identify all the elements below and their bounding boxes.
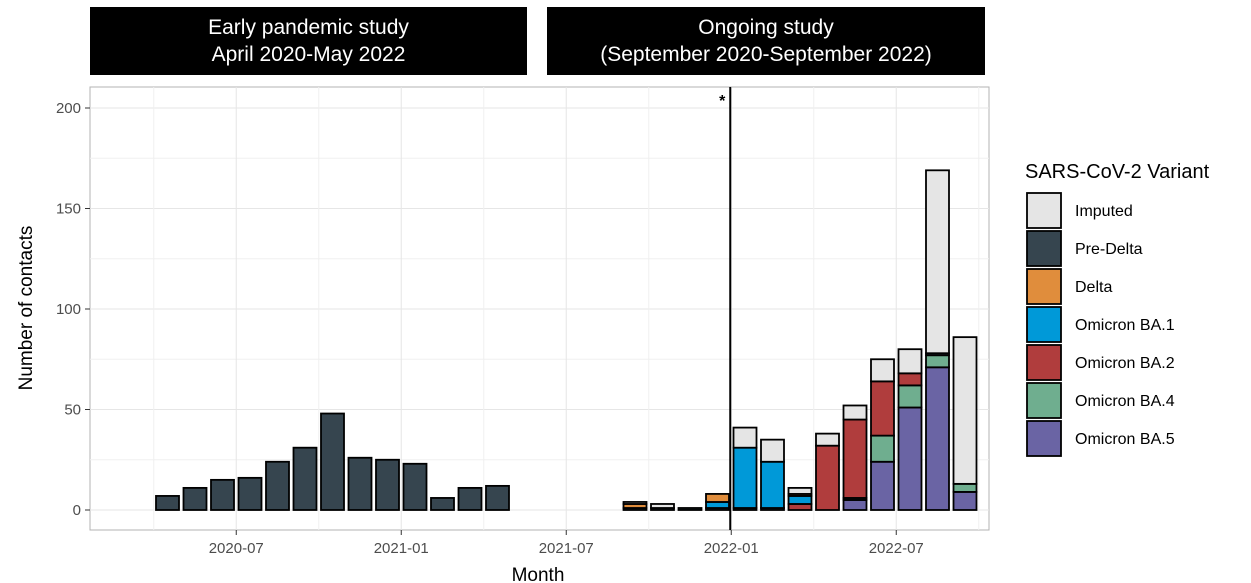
- bar-segment-omicron-ba-4: [897, 384, 923, 409]
- bar-segment-pre-delta: [677, 507, 703, 511]
- x-tick-label: 2021-07: [539, 540, 594, 557]
- bar-segment-imputed: [925, 169, 950, 355]
- bar-segment-omicron-ba-2: [842, 418, 868, 499]
- legend-key: [1026, 192, 1062, 229]
- bar-segment-omicron-ba-2: [897, 372, 923, 387]
- legend-title: SARS-CoV-2 Variant: [1025, 161, 1210, 183]
- x-tick-label: 2021-01: [374, 540, 429, 557]
- bar-segment-imputed: [815, 432, 840, 447]
- bar-segment-imputed: [650, 503, 675, 509]
- bar-segment-imputed: [732, 426, 758, 449]
- bar-segment-omicron-ba-2: [815, 444, 840, 511]
- reference-marker: *: [719, 93, 726, 110]
- panel-title-line1: Ongoing study: [698, 16, 834, 39]
- bar-segment-omicron-ba-2: [870, 380, 895, 437]
- bar-segment-pre-delta: [402, 462, 428, 511]
- legend-key: [1026, 268, 1062, 305]
- panel-title-line2: April 2020-May 2022: [211, 43, 406, 66]
- bar-segment-imputed: [787, 486, 813, 495]
- y-tick-label: 200: [56, 100, 81, 117]
- y-tick-label: 100: [56, 301, 81, 318]
- bar-segment-omicron-ba-1: [760, 460, 785, 509]
- legend-label: Delta: [1075, 279, 1112, 296]
- bar-segment-pre-delta: [375, 458, 400, 511]
- bar-segment-pre-delta: [347, 456, 373, 511]
- bar-segment-imputed: [952, 336, 978, 485]
- bar-segment-omicron-ba-5: [842, 499, 868, 511]
- legend-label: Omicron BA.5: [1075, 431, 1175, 448]
- panel-banner-ongoing-study: Ongoing study (September 2020-September …: [547, 7, 985, 75]
- y-axis-ticks: 0 50 100 150 200: [56, 100, 90, 519]
- panel-title-line2: (September 2020-September 2022): [600, 43, 932, 66]
- x-tick-label: 2022-01: [704, 540, 759, 557]
- bar-segment-omicron-ba-1: [787, 495, 813, 505]
- bar-segment-delta: [705, 493, 730, 503]
- panel-title-line1: Early pandemic study: [208, 16, 409, 39]
- x-axis-title: Month: [512, 565, 565, 583]
- legend-key: [1026, 230, 1062, 267]
- bar-segment-omicron-ba-5: [897, 406, 923, 511]
- y-tick-label: 0: [73, 502, 81, 519]
- bar-segment-pre-delta: [265, 460, 290, 511]
- legend-key: [1026, 344, 1062, 381]
- y-tick-label: 150: [56, 201, 81, 218]
- legend: SARS-CoV-2 Variant Imputed Pre-Delta Delta…: [1025, 161, 1210, 457]
- x-tick-label: 2020-07: [209, 540, 264, 557]
- bar-segment-pre-delta: [457, 486, 483, 511]
- bar-segment-omicron-ba-5: [925, 366, 950, 511]
- bar-segment-omicron-ba-1: [732, 446, 758, 509]
- bar-segment-pre-delta: [320, 412, 345, 511]
- bar-segment-imputed: [870, 358, 895, 383]
- legend-key: [1026, 306, 1062, 343]
- bar-segment-pre-delta: [210, 478, 235, 511]
- bar-segment-pre-delta: [485, 484, 510, 511]
- legend-label: Omicron BA.2: [1075, 355, 1175, 372]
- bar-segment-pre-delta: [182, 486, 208, 511]
- panel-banner-early-study: Early pandemic study April 2020-May 2022: [90, 7, 527, 75]
- x-tick-label: 2022-07: [869, 540, 924, 557]
- bar-segment-omicron-ba-4: [925, 354, 950, 369]
- x-axis-ticks: 2020-07 2021-01 2021-07 2022-01 2022-07: [209, 530, 924, 557]
- y-axis-title: Number of contacts: [16, 226, 37, 391]
- bar-segment-imputed: [842, 404, 868, 421]
- bar-segment-omicron-ba-4: [870, 434, 895, 463]
- legend-label: Imputed: [1075, 203, 1133, 220]
- bar-segment-omicron-ba-5: [870, 460, 895, 511]
- legend-key: [1026, 382, 1062, 419]
- bar-segment-imputed: [897, 348, 923, 375]
- bar-segment-imputed: [622, 501, 648, 505]
- bar-segment-pre-delta: [430, 497, 455, 511]
- bar-segment-omicron-ba-5: [952, 491, 978, 511]
- legend-label: Pre-Delta: [1075, 241, 1143, 258]
- bar-segment-pre-delta: [292, 446, 318, 511]
- bar-segment-pre-delta: [237, 476, 263, 511]
- y-tick-label: 50: [64, 402, 81, 419]
- bar-segment-imputed: [760, 438, 785, 463]
- legend-key: [1026, 420, 1062, 457]
- legend-label: Omicron BA.1: [1075, 317, 1175, 334]
- bars: [155, 169, 978, 511]
- legend-label: Omicron BA.4: [1075, 393, 1175, 410]
- bar-segment-pre-delta: [155, 495, 180, 511]
- reference-line-group: *: [719, 87, 732, 530]
- bar-segment-omicron-ba-2: [787, 503, 813, 511]
- bar-segment-omicron-ba-1: [705, 501, 730, 509]
- bar-segment-omicron-ba-4: [952, 482, 978, 493]
